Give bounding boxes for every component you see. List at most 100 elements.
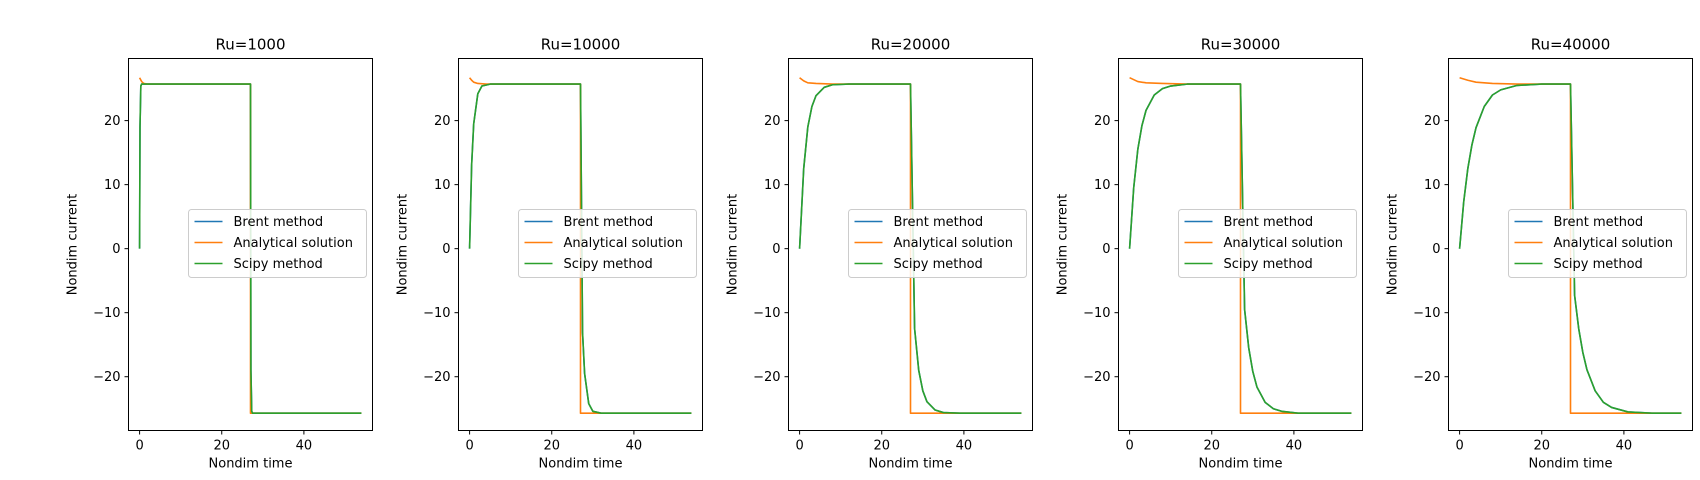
series-line-scipy-method bbox=[1128, 83, 1352, 415]
legend-box bbox=[1178, 209, 1357, 278]
series-group bbox=[1128, 76, 1352, 415]
legend-label: Scipy method bbox=[894, 257, 983, 272]
chart-title: Ru=1000 bbox=[216, 36, 286, 54]
legend-label: Brent method bbox=[1554, 215, 1644, 230]
series-line-scipy-method bbox=[798, 83, 1022, 415]
x-axis-label: Nondim time bbox=[1199, 457, 1283, 472]
chart-title: Ru=20000 bbox=[871, 36, 951, 54]
legend-label: Brent method bbox=[1224, 215, 1314, 230]
axes-frame bbox=[1448, 58, 1693, 431]
x-axis-label: Nondim time bbox=[869, 457, 953, 472]
series-line-analytical-solution bbox=[799, 77, 1022, 415]
series-group bbox=[468, 77, 692, 415]
subplot-5: 0 20 40 −20 −10 0 10 20 Ru=40000 Nondim time Nondi… bbox=[1386, 36, 1693, 472]
y-tick-label: 0 bbox=[1102, 242, 1110, 257]
x-tick-label: 40 bbox=[956, 439, 973, 454]
subplot-1: 0 20 40 −20 −10 0 10 20 Ru=1000 Nondim time Nondim… bbox=[66, 36, 373, 472]
y-tick-label: 20 bbox=[104, 114, 121, 129]
series-group bbox=[1458, 76, 1682, 415]
y-tick-label: −20 bbox=[753, 370, 780, 385]
y-tick-label: −10 bbox=[93, 306, 120, 321]
legend-label: Scipy method bbox=[1224, 257, 1313, 272]
legend: Brent method Analytical solution Scipy met… bbox=[1178, 209, 1357, 278]
y-tick-label: 0 bbox=[442, 242, 450, 257]
y-tick-label: 10 bbox=[104, 178, 121, 193]
y-tick-label: −10 bbox=[1083, 306, 1110, 321]
x-tick-label: 20 bbox=[1203, 439, 1220, 454]
y-tick-label: 0 bbox=[1432, 242, 1440, 257]
axes-frame bbox=[788, 58, 1033, 431]
legend-label: Analytical solution bbox=[894, 236, 1013, 251]
legend: Brent method Analytical solution Scipy met… bbox=[1508, 209, 1687, 278]
y-tick-label: 0 bbox=[112, 242, 120, 257]
x-axis-label: Nondim time bbox=[209, 457, 293, 472]
subplot-3: 0 20 40 −20 −10 0 10 20 Ru=20000 Nondim time Nondi… bbox=[726, 36, 1033, 472]
axes-frame bbox=[458, 58, 703, 431]
legend: Brent method Analytical solution Scipy met… bbox=[848, 209, 1027, 278]
x-tick-label: 40 bbox=[626, 439, 643, 454]
y-tick-label: −20 bbox=[1413, 370, 1440, 385]
x-tick-label: 20 bbox=[1533, 439, 1550, 454]
axes-frame bbox=[1118, 58, 1363, 431]
y-tick-label: 10 bbox=[1424, 178, 1441, 193]
legend-box bbox=[848, 209, 1027, 278]
series-line-analytical-solution bbox=[468, 77, 692, 415]
y-tick-label: 20 bbox=[1094, 114, 1111, 129]
y-tick-label: 0 bbox=[772, 242, 780, 257]
legend-label: Analytical solution bbox=[1224, 236, 1343, 251]
y-tick-label: −20 bbox=[1083, 370, 1110, 385]
x-tick-label: 0 bbox=[465, 439, 473, 454]
y-tick-label: −10 bbox=[1413, 306, 1440, 321]
series-line-analytical-solution bbox=[1129, 76, 1352, 415]
series-group bbox=[138, 77, 362, 415]
y-axis-label: Nondim current bbox=[1056, 194, 1071, 295]
legend-label: Brent method bbox=[234, 215, 324, 230]
y-tick-label: 10 bbox=[764, 178, 781, 193]
chart-title: Ru=30000 bbox=[1201, 36, 1281, 54]
y-axis-label: Nondim current bbox=[726, 194, 741, 295]
legend-box bbox=[518, 209, 697, 278]
x-tick-label: 20 bbox=[543, 439, 560, 454]
axes-frame bbox=[128, 58, 373, 431]
x-tick-label: 0 bbox=[795, 439, 803, 454]
y-axis-label: Nondim current bbox=[1386, 194, 1401, 295]
chart-title: Ru=10000 bbox=[541, 36, 621, 54]
series-group bbox=[798, 77, 1022, 415]
legend-label: Analytical solution bbox=[1554, 236, 1673, 251]
x-tick-label: 40 bbox=[1286, 439, 1303, 454]
legend-label: Scipy method bbox=[234, 257, 323, 272]
x-tick-label: 0 bbox=[135, 439, 143, 454]
x-axis-label: Nondim time bbox=[539, 457, 623, 472]
legend-label: Brent method bbox=[894, 215, 984, 230]
x-tick-label: 0 bbox=[1125, 439, 1133, 454]
y-axis-label: Nondim current bbox=[396, 194, 411, 295]
y-tick-label: −20 bbox=[93, 370, 120, 385]
legend-box bbox=[188, 209, 367, 278]
subplot-4: 0 20 40 −20 −10 0 10 20 Ru=30000 Nondim time Nondi… bbox=[1056, 36, 1363, 472]
series-line-scipy-method bbox=[468, 83, 692, 415]
y-axis-label: Nondim current bbox=[66, 194, 81, 295]
y-tick-label: 20 bbox=[764, 114, 781, 129]
x-tick-label: 20 bbox=[213, 439, 230, 454]
legend-label: Analytical solution bbox=[564, 236, 683, 251]
y-tick-label: 10 bbox=[434, 178, 451, 193]
legend-label: Analytical solution bbox=[234, 236, 353, 251]
legend-label: Brent method bbox=[564, 215, 654, 230]
y-tick-label: −10 bbox=[753, 306, 780, 321]
legend: Brent method Analytical solution Scipy met… bbox=[188, 209, 367, 278]
legend: Brent method Analytical solution Scipy met… bbox=[518, 209, 697, 278]
legend-box bbox=[1508, 209, 1687, 278]
chart-title: Ru=40000 bbox=[1531, 36, 1611, 54]
y-tick-label: −10 bbox=[423, 306, 450, 321]
series-line-analytical-solution bbox=[1459, 76, 1682, 415]
x-tick-label: 40 bbox=[1616, 439, 1633, 454]
x-tick-label: 0 bbox=[1455, 439, 1463, 454]
y-tick-label: 20 bbox=[434, 114, 451, 129]
y-tick-label: 10 bbox=[1094, 178, 1111, 193]
x-tick-label: 40 bbox=[296, 439, 313, 454]
series-line-scipy-method bbox=[1458, 83, 1682, 415]
subplot-2: 0 20 40 −20 −10 0 10 20 Ru=10000 Nondim time Nondi… bbox=[396, 36, 703, 472]
x-tick-label: 20 bbox=[873, 439, 890, 454]
legend-label: Scipy method bbox=[564, 257, 653, 272]
